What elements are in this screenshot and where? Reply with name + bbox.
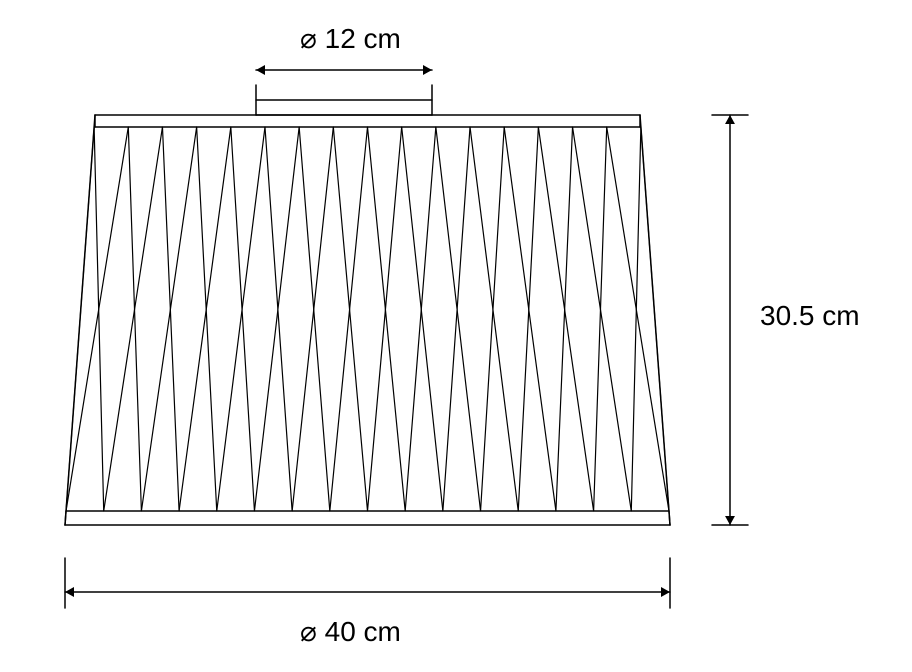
height-label: 30.5 cm [760, 300, 860, 332]
bottom-diameter-label: ⌀ 40 cm [300, 615, 401, 648]
diagram-svg [0, 0, 912, 672]
top-diameter-label: ⌀ 12 cm [300, 22, 401, 55]
diagram-stage: ⌀ 12 cm ⌀ 40 cm 30.5 cm [0, 0, 912, 672]
